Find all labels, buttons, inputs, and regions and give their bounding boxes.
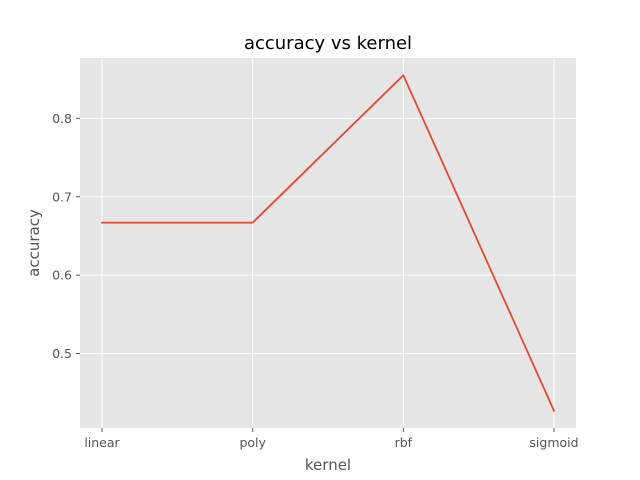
chart-title: accuracy vs kernel xyxy=(244,33,412,54)
y-tick-label: 0.8 xyxy=(52,111,72,126)
y-tick-label: 0.5 xyxy=(52,346,72,361)
axis-ticks: linear poly rbf sigmoid 0.5 0.6 0.7 0.8 xyxy=(52,111,578,450)
grid-lines xyxy=(80,58,576,428)
x-tick-label: rbf xyxy=(395,435,413,450)
x-tick-label: poly xyxy=(239,435,266,450)
series-line-0 xyxy=(101,74,556,412)
series-layer xyxy=(101,74,556,412)
x-tick-label: sigmoid xyxy=(529,435,578,450)
y-axis-label: accuracy xyxy=(25,209,43,277)
y-tick-label: 0.7 xyxy=(52,189,72,204)
y-tick-label: 0.6 xyxy=(52,268,72,283)
plot-area xyxy=(80,58,576,428)
x-axis-label: kernel xyxy=(305,456,351,474)
x-tick-label: linear xyxy=(84,435,120,450)
